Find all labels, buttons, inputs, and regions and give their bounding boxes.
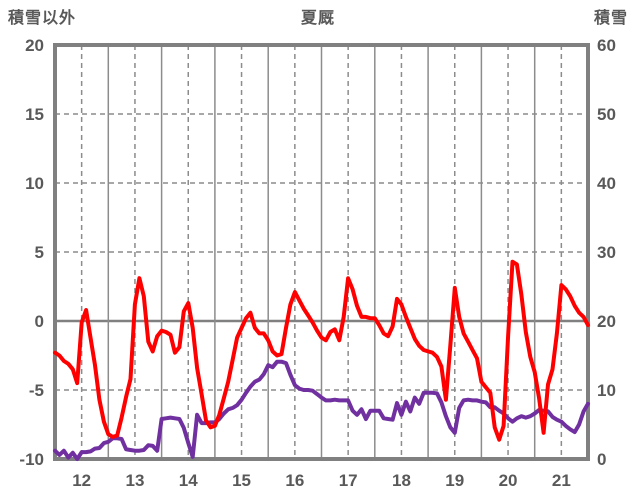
x-tick-label: 20 bbox=[499, 471, 518, 490]
x-tick-label: 12 bbox=[72, 471, 91, 490]
left-tick-label: 5 bbox=[35, 243, 44, 262]
left-tick-label: -10 bbox=[19, 450, 44, 469]
x-tick-label: 15 bbox=[232, 471, 251, 490]
right-tick-label: 20 bbox=[597, 312, 616, 331]
right-tick-label: 50 bbox=[597, 105, 616, 124]
right-tick-label: 60 bbox=[597, 36, 616, 55]
left-tick-label: 15 bbox=[25, 105, 44, 124]
left-axis-title: 積雪以外 bbox=[8, 10, 77, 27]
right-tick-label: 0 bbox=[597, 450, 606, 469]
x-tick-label: 14 bbox=[179, 471, 198, 490]
x-tick-label: 21 bbox=[552, 471, 571, 490]
chart-title: 夏厩 bbox=[300, 10, 335, 27]
right-tick-label: 30 bbox=[597, 243, 616, 262]
x-tick-label: 13 bbox=[125, 471, 144, 490]
plot-border bbox=[53, 43, 590, 461]
left-tick-label: 0 bbox=[35, 312, 44, 331]
x-tick-label: 17 bbox=[339, 471, 358, 490]
right-axis-title: 積雪 bbox=[593, 10, 628, 27]
purple-line bbox=[53, 359, 590, 461]
red-line bbox=[53, 259, 590, 442]
x-tick-label: 16 bbox=[285, 471, 304, 490]
x-tick-label: 19 bbox=[445, 471, 464, 490]
left-tick-label: 20 bbox=[25, 36, 44, 55]
right-tick-label: 10 bbox=[597, 381, 616, 400]
left-tick-label: -5 bbox=[29, 381, 44, 400]
x-tick-label: 18 bbox=[392, 471, 411, 490]
left-tick-label: 10 bbox=[25, 174, 44, 193]
right-tick-label: 40 bbox=[597, 174, 616, 193]
